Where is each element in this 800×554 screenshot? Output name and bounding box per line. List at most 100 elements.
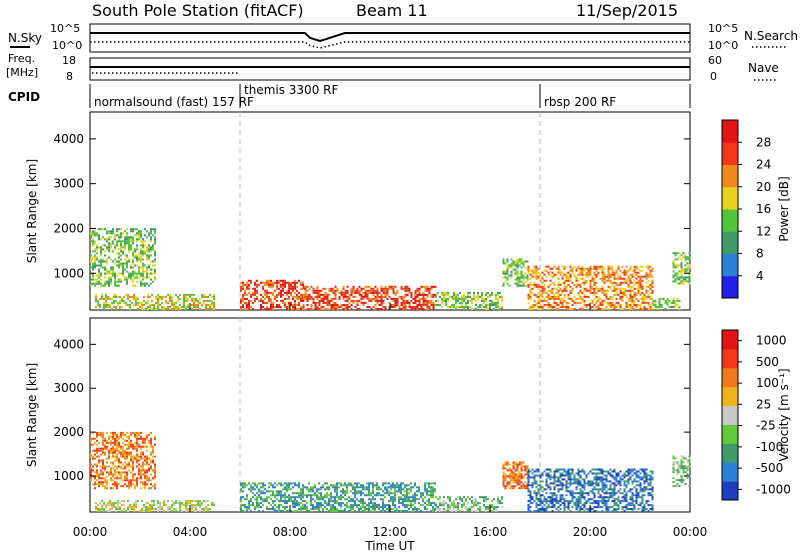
echo-cell <box>412 496 414 499</box>
echo-cell <box>465 500 467 503</box>
echo-cell <box>631 299 634 302</box>
echo-cell <box>479 496 481 499</box>
echo-cell <box>390 306 393 308</box>
echo-cell <box>522 483 525 486</box>
echo-cell <box>607 488 610 491</box>
echo-cell <box>294 484 296 487</box>
echo-cell <box>264 492 266 495</box>
echo-cell <box>330 498 332 501</box>
echo-cell <box>358 289 361 292</box>
echo-cell <box>453 291 455 294</box>
echo-cell <box>404 506 406 509</box>
echo-cell <box>242 510 244 512</box>
echo-cell <box>356 304 359 306</box>
echo-cell <box>140 280 142 283</box>
echo-cell <box>529 283 532 286</box>
echo-cell <box>124 240 126 243</box>
echo-cell <box>455 506 457 509</box>
echo-cell <box>125 304 127 306</box>
echo-cell <box>132 274 134 277</box>
echo-cell <box>100 459 102 462</box>
echo-cell <box>177 502 179 505</box>
echo-cell <box>418 293 421 296</box>
echo-cell <box>119 308 121 310</box>
echo-cell <box>246 484 248 487</box>
echo-cell <box>356 486 358 489</box>
echo-cell <box>106 471 108 474</box>
echo-cell <box>300 306 302 308</box>
echo-cell <box>308 297 311 300</box>
echo-cell <box>400 285 403 288</box>
echo-cell <box>129 308 131 310</box>
echo-cell <box>294 281 296 284</box>
echo-cell <box>108 453 110 456</box>
echo-cell <box>120 228 122 231</box>
echo-cell <box>420 285 423 288</box>
echo-cell <box>114 441 116 444</box>
echo-cell <box>447 508 449 510</box>
echo-cell <box>368 506 370 509</box>
echo-cell <box>132 284 134 287</box>
echo-cell <box>601 299 604 302</box>
echo-cell <box>300 283 302 286</box>
echo-cell <box>181 502 183 505</box>
echo-cell <box>272 306 274 308</box>
echo-cell <box>161 506 163 509</box>
echo-cell <box>102 266 104 269</box>
echo-cell <box>625 293 628 296</box>
echo-cell <box>402 504 404 507</box>
echo-cell <box>352 506 354 509</box>
echo-cell <box>104 487 106 490</box>
echo-cell <box>352 299 355 302</box>
echo-cell <box>516 483 519 486</box>
echo-cell <box>300 496 302 499</box>
echo-cell <box>197 299 199 302</box>
echo-cell <box>676 272 679 275</box>
echo-cell <box>302 295 305 298</box>
echo-cell <box>134 457 136 460</box>
echo-cell <box>143 504 145 507</box>
echo-cell <box>551 287 554 290</box>
echo-cell <box>537 510 540 512</box>
echo-cell <box>684 280 687 283</box>
echo-cell <box>122 250 124 253</box>
echo-cell <box>577 291 580 294</box>
echo-cell <box>559 273 562 276</box>
echo-cell <box>292 486 294 489</box>
echo-cell <box>354 289 357 292</box>
echo-cell <box>118 272 120 275</box>
echo-cell <box>312 297 315 300</box>
echo-cell <box>338 306 341 308</box>
echo-cell <box>138 270 140 273</box>
echo-cell <box>529 277 532 280</box>
echo-cell <box>678 278 681 281</box>
echo-cell <box>527 508 530 510</box>
echo-cell <box>276 306 278 308</box>
echo-cell <box>555 291 558 294</box>
echo-cell <box>149 506 151 509</box>
echo-cell <box>92 483 94 486</box>
echo-cell <box>522 276 525 279</box>
echo-cell <box>581 277 584 280</box>
echo-cell <box>559 468 562 471</box>
echo-cell <box>571 271 574 274</box>
echo-cell <box>286 291 288 294</box>
echo-cell <box>262 301 264 304</box>
echo-cell <box>142 284 144 287</box>
echo-cell <box>113 306 115 308</box>
echo-cell <box>195 304 197 306</box>
echo-cell <box>571 496 574 499</box>
echo-cell <box>352 492 354 495</box>
echo-cell <box>643 306 646 308</box>
echo-cell <box>316 293 319 296</box>
echo-cell <box>504 270 507 273</box>
echo-cell <box>92 457 94 460</box>
echo-cell <box>366 508 368 510</box>
echo-cell <box>553 504 556 507</box>
echo-cell <box>161 297 163 300</box>
echo-cell <box>599 267 602 270</box>
echo-cell <box>593 297 596 300</box>
echo-cell <box>601 486 604 489</box>
echo-cell <box>422 291 425 294</box>
echo-cell <box>92 437 94 440</box>
